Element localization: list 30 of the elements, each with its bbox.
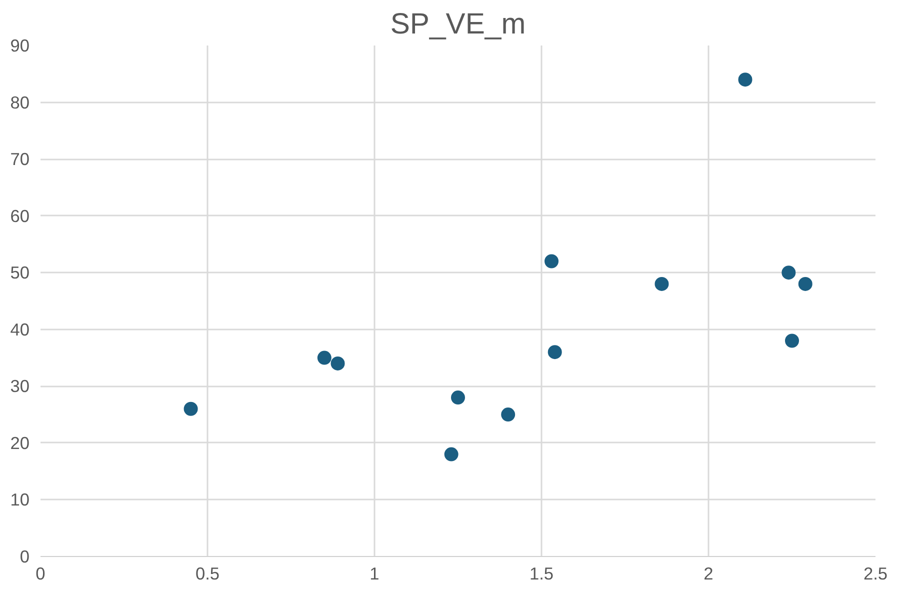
y-tick-label: 0 bbox=[20, 546, 30, 566]
y-tick-label: 10 bbox=[10, 490, 30, 510]
y-tick-label: 90 bbox=[10, 36, 30, 56]
y-tick-label: 30 bbox=[10, 376, 30, 396]
point bbox=[738, 72, 752, 87]
point bbox=[654, 276, 669, 291]
y-tick-label: 80 bbox=[10, 92, 30, 112]
x-tick-label: 2 bbox=[704, 564, 714, 584]
point bbox=[544, 254, 559, 268]
point bbox=[782, 266, 796, 280]
x-tick-label: 0 bbox=[36, 564, 46, 584]
x-tick-label: 0.5 bbox=[195, 564, 220, 584]
point bbox=[548, 345, 562, 360]
y-tick-label: 40 bbox=[10, 319, 30, 340]
point bbox=[451, 390, 465, 405]
y-tick-label: 50 bbox=[10, 262, 30, 283]
point bbox=[798, 276, 812, 291]
y-tick-label: 60 bbox=[10, 206, 30, 226]
chart-title: SP_VE_m bbox=[390, 8, 526, 40]
point bbox=[785, 334, 799, 348]
x-tick-label: 2.5 bbox=[863, 564, 888, 584]
y-tick-label: 70 bbox=[10, 149, 30, 170]
x-tick-label: 1.5 bbox=[529, 564, 554, 584]
point bbox=[330, 356, 345, 370]
x-tick-label: 1 bbox=[370, 564, 380, 584]
point bbox=[501, 408, 516, 422]
point bbox=[317, 350, 332, 365]
point bbox=[444, 447, 458, 462]
point bbox=[184, 402, 198, 416]
y-tick-label: 20 bbox=[10, 432, 30, 453]
